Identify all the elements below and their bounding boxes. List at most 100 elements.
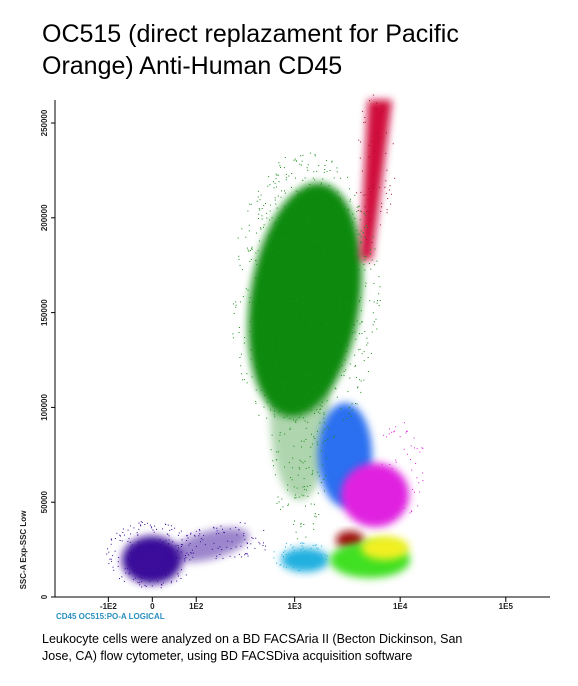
- event-dot: [308, 395, 310, 396]
- event-dot: [340, 303, 342, 305]
- event-dot: [313, 528, 315, 530]
- event-dot: [312, 293, 314, 294]
- event-dot: [315, 516, 317, 518]
- event-dot: [129, 541, 131, 543]
- event-dot: [129, 572, 131, 574]
- event-dot: [325, 323, 327, 325]
- event-dot: [271, 356, 273, 358]
- event-dot: [338, 196, 339, 198]
- event-dot: [255, 389, 257, 391]
- event-dot: [391, 468, 393, 470]
- event-dot: [321, 401, 323, 403]
- event-dot: [277, 274, 279, 275]
- event-dot: [406, 430, 408, 432]
- event-dot: [364, 236, 366, 238]
- event-dot: [289, 563, 291, 565]
- event-dot: [180, 578, 182, 579]
- event-dot: [258, 289, 260, 291]
- event-dot: [349, 363, 351, 365]
- event-dot: [311, 474, 313, 475]
- event-dot: [285, 392, 287, 394]
- event-dot: [258, 305, 260, 307]
- event-dot: [322, 286, 323, 288]
- event-dot: [360, 380, 362, 382]
- event-dot: [314, 313, 316, 315]
- event-dot: [341, 365, 343, 367]
- event-dot: [323, 412, 325, 414]
- event-dot: [235, 527, 237, 528]
- event-dot: [151, 545, 153, 547]
- event-dot: [321, 358, 323, 360]
- event-dot: [309, 456, 311, 458]
- event-dot: [280, 321, 282, 323]
- event-dot: [302, 195, 304, 197]
- event-dot: [365, 285, 366, 287]
- event-dot: [325, 475, 327, 477]
- event-dot: [307, 284, 309, 286]
- event-dot: [304, 486, 306, 488]
- event-dot: [361, 241, 363, 243]
- event-dot: [354, 331, 356, 333]
- event-dot: [290, 557, 292, 559]
- event-dot: [360, 211, 362, 213]
- event-dot: [110, 538, 112, 540]
- event-dot: [330, 260, 332, 262]
- event-dot: [278, 162, 280, 164]
- event-dot: [185, 555, 186, 556]
- event-dot: [348, 208, 350, 210]
- event-dot: [403, 507, 405, 509]
- event-dot: [198, 529, 200, 530]
- event-dot: [276, 363, 278, 365]
- event-dot: [398, 509, 400, 511]
- event-dot: [238, 529, 240, 531]
- event-dot: [298, 310, 300, 312]
- event-dot: [336, 259, 338, 261]
- event-dot: [314, 544, 316, 546]
- event-dot: [280, 508, 282, 510]
- event-dot: [359, 210, 361, 212]
- x-tick-label: 0: [150, 602, 155, 611]
- event-dot: [281, 406, 283, 408]
- event-dot: [287, 503, 289, 505]
- event-dot: [276, 373, 278, 375]
- event-dot: [264, 313, 266, 315]
- event-dot: [140, 577, 142, 579]
- event-dot: [314, 515, 316, 517]
- event-dot: [268, 272, 270, 274]
- title-line: Orange) Anti-Human CD45: [42, 52, 342, 80]
- event-dot: [305, 536, 307, 538]
- event-dot: [111, 560, 113, 562]
- event-dot: [301, 355, 303, 357]
- event-dot: [231, 541, 233, 543]
- event-dot: [178, 557, 180, 559]
- event-dot: [181, 539, 183, 541]
- event-dot: [386, 209, 388, 211]
- event-dot: [285, 272, 287, 274]
- event-dot: [140, 521, 142, 523]
- event-dot: [316, 345, 318, 347]
- event-dot: [349, 188, 350, 190]
- event-dot: [411, 469, 413, 471]
- event-dot: [364, 259, 366, 261]
- event-dot: [268, 235, 270, 237]
- event-dot: [295, 160, 297, 162]
- event-dot: [345, 369, 347, 371]
- event-dot: [319, 299, 321, 301]
- event-dot: [274, 182, 276, 184]
- event-dot: [347, 210, 349, 211]
- event-dot: [300, 164, 302, 166]
- event-dot: [338, 292, 340, 294]
- event-dot: [243, 379, 245, 381]
- event-dot: [145, 574, 147, 576]
- event-dot: [280, 381, 282, 383]
- event-dot: [271, 336, 273, 338]
- event-dot: [213, 526, 215, 528]
- event-dot: [190, 532, 192, 534]
- event-dot: [279, 287, 281, 289]
- event-dot: [294, 497, 296, 499]
- event-dot: [364, 255, 366, 257]
- event-dot: [138, 528, 140, 530]
- event-dot: [264, 247, 266, 249]
- event-dot: [362, 252, 364, 254]
- event-dot: [276, 331, 277, 333]
